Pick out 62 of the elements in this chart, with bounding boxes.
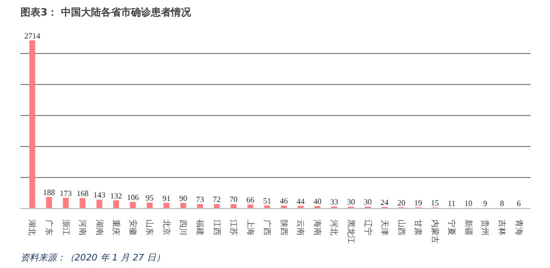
data-label: 188 <box>43 188 56 197</box>
data-label: 30 <box>364 198 372 207</box>
data-label: 30 <box>346 198 355 207</box>
data-label: 6 <box>516 199 521 208</box>
x-tick-label: 山西 <box>396 220 406 236</box>
x-tick-label: 上海 <box>246 220 255 236</box>
data-label: 44 <box>296 196 305 206</box>
x-tick-label: 河北 <box>330 220 339 236</box>
data-label: 95 <box>146 194 154 203</box>
data-label: 73 <box>196 194 204 204</box>
data-label: 15 <box>430 198 439 208</box>
x-tick-label: 新疆 <box>464 220 473 236</box>
x-tick-label: 河南 <box>78 220 88 236</box>
data-label: 106 <box>126 192 139 202</box>
x-tick-label: 贵州 <box>480 220 490 236</box>
x-tick-label: 甘肃 <box>414 220 423 236</box>
x-tick-label: 江苏 <box>229 220 238 236</box>
data-label: 19 <box>414 198 422 208</box>
x-tick-label: 广东 <box>44 220 54 236</box>
x-tick-label: 青海 <box>514 220 524 236</box>
x-tick-label: 云南 <box>296 220 306 236</box>
data-label: 24 <box>380 198 389 208</box>
data-label: 33 <box>330 197 338 206</box>
data-label: 143 <box>93 190 106 200</box>
x-tick-label: 海南 <box>312 220 322 236</box>
data-label: 66 <box>246 195 254 204</box>
x-tick-label: 浙江 <box>61 220 70 236</box>
x-tick-label: 吉林 <box>497 220 506 236</box>
x-tick-label: 黑龙江 <box>346 220 356 244</box>
x-tick-label: 江西 <box>212 220 222 236</box>
data-label: 132 <box>110 191 122 200</box>
text: 资料来源：（2020 年 1 月 27 日） <box>20 252 165 264</box>
x-tick-label: 四川 <box>178 220 188 236</box>
data-label: 8 <box>500 199 504 208</box>
x-tick-label: 湖南 <box>94 220 104 236</box>
data-label: 173 <box>60 188 72 198</box>
data-label: 168 <box>76 189 89 198</box>
data-label: 40 <box>313 197 322 206</box>
x-tick-label: 安徽 <box>128 220 138 236</box>
data-label: 9 <box>483 198 488 208</box>
x-tick-label: 宁夏 <box>447 220 456 236</box>
x-tick-label: 广西 <box>262 220 272 236</box>
x-tick-label: 天津 <box>380 220 390 236</box>
x-tick-label: 湖北 <box>28 220 37 236</box>
data-label: 11 <box>448 198 456 208</box>
data-label: 20 <box>397 198 406 208</box>
data-label: 46 <box>280 196 288 206</box>
data-label: 91 <box>162 194 170 203</box>
data-label: 10 <box>464 198 472 208</box>
data-label: 51 <box>263 196 272 206</box>
x-tick-label: 北京 <box>162 220 171 236</box>
data-label: 90 <box>179 194 188 203</box>
data-label: 70 <box>230 195 238 204</box>
x-tick-label: 重庆 <box>112 220 121 236</box>
x-tick-label: 山东 <box>145 220 154 236</box>
data-label: 72 <box>212 195 221 204</box>
x-tick-label: 辽宁 <box>363 220 372 236</box>
chart-title: 图表3： 中国大陆各省市确诊患者情况 <box>20 6 192 18</box>
x-tick-label: 陕西 <box>279 220 288 236</box>
data-label: 2714 <box>24 31 40 40</box>
x-tick-label: 福建 <box>196 220 205 236</box>
x-tick-label: 内蒙古 <box>430 220 440 244</box>
